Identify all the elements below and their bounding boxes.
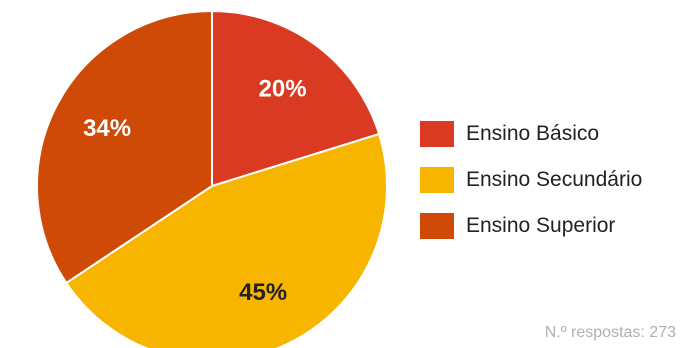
slice-label-ensino-secundario: 45% <box>239 279 287 306</box>
legend-swatch-ensino-secundario <box>420 167 454 193</box>
chart-legend: Ensino Básico Ensino Secundário Ensino S… <box>420 118 642 242</box>
legend-label-ensino-superior: Ensino Superior <box>466 214 616 237</box>
responses-count: N.º respostas: 273 <box>544 324 676 341</box>
legend-swatch-ensino-superior <box>420 213 454 239</box>
legend-label-ensino-secundario: Ensino Secundário <box>466 168 643 191</box>
legend-item-ensino-secundario: Ensino Secundário <box>420 164 642 196</box>
legend-swatch-ensino-basico <box>420 121 454 147</box>
legend-label-ensino-basico: Ensino Básico <box>466 122 600 145</box>
pie-slice-ensino-basico <box>211 9 381 188</box>
pie-slice-ensino-secundario <box>64 132 388 348</box>
pie-slice-ensino-superior <box>36 9 213 285</box>
legend-item-ensino-basico: Ensino Básico <box>420 118 642 150</box>
pie-chart: 20% 45% 34% <box>36 9 388 348</box>
slice-label-ensino-superior: 34% <box>83 115 131 142</box>
legend-item-ensino-superior: Ensino Superior <box>420 210 642 242</box>
slice-label-ensino-basico: 20% <box>259 76 307 103</box>
